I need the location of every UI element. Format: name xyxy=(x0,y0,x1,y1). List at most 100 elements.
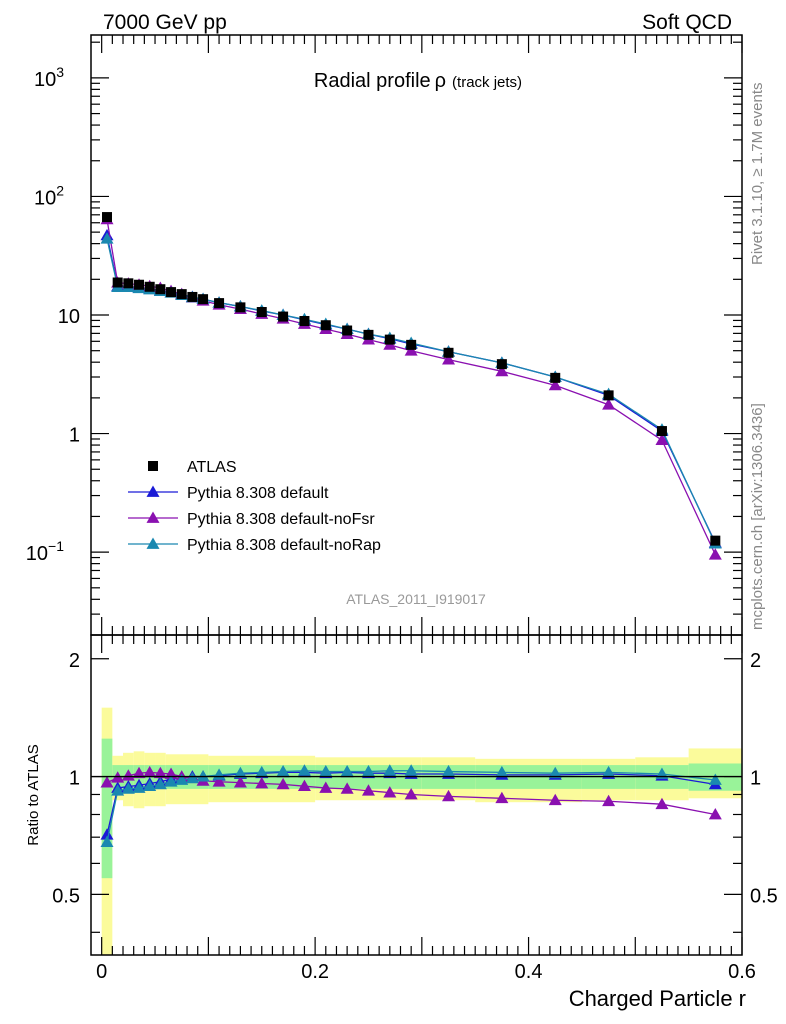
ratio-axes: 0.5 0.5 1 1 2 2 0 0.2 0.4 0.6 xyxy=(52,634,778,983)
ratio-point-pythia-8-308-default-norap xyxy=(164,775,178,787)
ratio-y-tick-label-right: 2 xyxy=(750,650,761,672)
ratio-point-pythia-8-308-default-norap xyxy=(340,765,354,777)
mcplots-reference-label: mcplots.cern.ch [arXiv:1306.3436] xyxy=(749,403,766,630)
main-series-layer xyxy=(100,212,722,560)
ratio-point-pythia-8-308-default-nofsr xyxy=(233,776,247,788)
legend: ATLAS Pythia 8.308 default Pythia 8.308 de… xyxy=(128,459,381,554)
data-point-atlas xyxy=(443,347,454,358)
ratio-point-pythia-8-308-default-nofsr xyxy=(255,777,269,789)
ratio-point-pythia-8-308-default-norap xyxy=(255,765,269,778)
data-point-atlas xyxy=(656,426,667,437)
main-plot-title-symbol: ρ xyxy=(435,70,446,92)
legend-label: Pythia 8.308 default-noFsr xyxy=(187,511,375,528)
y-tick-label: 10 xyxy=(58,306,80,328)
legend-item-pythia-8-308-default: Pythia 8.308 default xyxy=(128,485,329,502)
ratio-point-pythia-8-308-default-norap xyxy=(602,765,616,778)
ratio-point-pythia-8-308-default xyxy=(100,828,114,840)
data-point-atlas xyxy=(299,316,310,327)
ratio-point-pythia-8-308-default-nofsr xyxy=(383,786,397,798)
y-tick-label: 1 xyxy=(69,425,80,447)
header-category-label: Soft QCD xyxy=(642,11,732,34)
legend-label: Pythia 8.308 default-noRap xyxy=(187,537,381,554)
data-point-atlas xyxy=(187,291,198,302)
legend-item-pythia-8-308-default-norap: Pythia 8.308 default-noRap xyxy=(128,537,381,554)
x-tick-label: 0.4 xyxy=(515,961,543,983)
ratio-y-axis-label: Ratio to ATLAS xyxy=(25,744,42,845)
ratio-point-pythia-8-308-default-nofsr xyxy=(319,781,333,793)
data-point-atlas xyxy=(278,311,289,322)
ratio-point-pythia-8-308-default-norap xyxy=(100,835,114,847)
x-tick-label: 0.6 xyxy=(728,961,756,983)
ratio-point-pythia-8-308-default-norap xyxy=(297,764,311,776)
data-point-atlas xyxy=(235,302,246,313)
data-point-pythia-8-308-default-nofsr xyxy=(495,364,509,377)
data-point-atlas xyxy=(550,372,561,383)
main-plot-title-suffix: (track jets) xyxy=(452,74,522,91)
legend-marker xyxy=(146,511,160,523)
data-point-atlas xyxy=(102,212,113,223)
data-point-pythia-8-308-default-nofsr xyxy=(548,378,562,391)
ratio-point-pythia-8-308-default-nofsr xyxy=(132,766,146,779)
ratio-point-pythia-8-308-default-norap xyxy=(185,771,199,784)
data-point-atlas xyxy=(123,278,134,289)
ratio-point-pythia-8-308-default-norap xyxy=(319,765,333,777)
ratio-point-pythia-8-308-default-norap xyxy=(132,781,146,793)
ratio-plot-panel: 0.5 0.5 1 1 2 2 0 0.2 0.4 0.6 Ratio to ATLAS Char… xyxy=(25,634,778,1011)
ratio-point-pythia-8-308-default-norap xyxy=(153,777,167,790)
data-point-pythia-8-308-default-nofsr xyxy=(442,353,456,365)
data-point-pythia-8-308-default-nofsr xyxy=(602,398,616,410)
data-point-atlas xyxy=(320,320,331,331)
ratio-point-pythia-8-308-default-norap xyxy=(708,773,722,785)
ratio-point-pythia-8-308-default-nofsr xyxy=(153,766,167,779)
ratio-point-pythia-8-308-default-nofsr xyxy=(495,791,509,804)
ratio-point-pythia-8-308-default-nofsr xyxy=(655,797,669,810)
data-point-atlas xyxy=(496,359,507,370)
ratio-point-pythia-8-308-default-norap xyxy=(548,766,562,779)
legend-marker xyxy=(146,537,160,549)
legend-item-pythia-8-308-default-nofsr: Pythia 8.308 default-noFsr xyxy=(128,511,375,528)
series-line-pythia-8-308-default-nofsr xyxy=(106,219,716,556)
legend-marker xyxy=(148,461,158,471)
legend-item-atlas: ATLAS xyxy=(148,459,237,476)
data-point-atlas xyxy=(112,277,123,288)
main-plot-panel: 10−1 1 10 102 103 Radial profile ρ (track jets… xyxy=(26,34,743,636)
data-point-atlas xyxy=(144,281,155,292)
legend-label: Pythia 8.308 default xyxy=(187,485,329,502)
series-pythia-8-308-default-nofsr xyxy=(100,212,722,560)
main-plot-title: Radial profile ρ (track jets) xyxy=(314,70,522,92)
ratio-point-pythia-8-308-default-nofsr xyxy=(404,787,418,800)
data-point-atlas xyxy=(155,284,166,295)
ratio-point-pythia-8-308-default-norap xyxy=(495,765,509,778)
ratio-point-pythia-8-308-default-nofsr xyxy=(297,779,311,792)
data-point-atlas xyxy=(603,390,614,401)
ratio-point-pythia-8-308-default-norap xyxy=(111,784,125,796)
data-point-atlas xyxy=(214,298,225,309)
data-point-atlas xyxy=(406,339,417,350)
ratio-y-tick-label: 2 xyxy=(69,650,80,672)
ratio-uncertainty-bands xyxy=(101,707,742,955)
ratio-y-tick-label: 0.5 xyxy=(52,885,80,907)
ratio-point-pythia-8-308-default-nofsr xyxy=(100,776,114,788)
ratio-point-pythia-8-308-default-norap xyxy=(233,766,247,779)
analysis-watermark: ATLAS_2011_I919017 xyxy=(346,591,486,607)
ratio-point-pythia-8-308-default-norap xyxy=(361,765,375,777)
ratio-point-pythia-8-308-default-norap xyxy=(121,782,135,794)
ratio-point-pythia-8-308-default-norap xyxy=(196,770,210,782)
ratio-point-pythia-8-308-default-norap xyxy=(143,779,157,792)
main-axes: 10−1 1 10 102 103 xyxy=(26,34,743,636)
ratio-point-pythia-8-308-default-nofsr xyxy=(708,807,722,820)
data-point-atlas xyxy=(342,325,353,336)
data-point-pythia-8-308-default-nofsr xyxy=(708,548,722,560)
ratio-point-pythia-8-308-default-nofsr xyxy=(548,793,562,806)
ratio-point-pythia-8-308-default-norap xyxy=(404,764,418,776)
ratio-point-pythia-8-308-default-norap xyxy=(383,764,397,776)
x-tick-label: 0 xyxy=(96,961,107,983)
x-axis-label: Charged Particle r xyxy=(569,986,746,1011)
ratio-point-pythia-8-308-default-nofsr xyxy=(442,789,456,802)
data-point-atlas xyxy=(176,289,187,300)
rivet-version-label: Rivet 3.1.10, ≥ 1.7M events xyxy=(749,83,766,266)
main-plot-title-text: Radial profile xyxy=(314,70,431,92)
data-point-atlas xyxy=(363,329,374,340)
data-point-atlas xyxy=(166,287,177,298)
